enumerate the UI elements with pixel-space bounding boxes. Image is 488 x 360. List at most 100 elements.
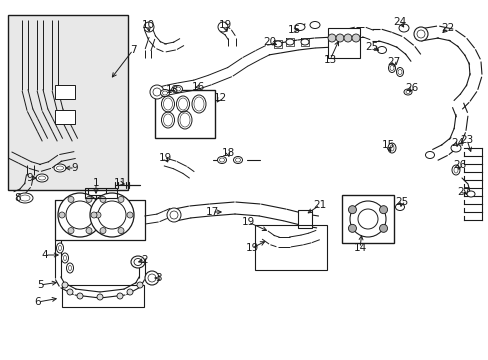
Text: 19: 19	[245, 243, 258, 253]
Circle shape	[327, 34, 335, 42]
Ellipse shape	[395, 203, 404, 211]
Text: 21: 21	[313, 200, 326, 210]
Circle shape	[167, 208, 181, 222]
Text: 19: 19	[218, 20, 231, 30]
Circle shape	[68, 228, 74, 234]
Text: 10: 10	[141, 20, 154, 30]
Circle shape	[413, 27, 427, 41]
Circle shape	[137, 282, 142, 288]
Circle shape	[90, 193, 134, 237]
Circle shape	[348, 206, 356, 214]
Text: 23: 23	[459, 135, 473, 145]
Circle shape	[77, 293, 83, 299]
Circle shape	[86, 228, 92, 234]
Text: 26: 26	[405, 83, 418, 93]
Text: 18: 18	[221, 148, 234, 158]
Ellipse shape	[54, 164, 66, 172]
Text: 20: 20	[263, 37, 276, 47]
Bar	[297, 210, 311, 228]
Circle shape	[127, 289, 133, 295]
Text: 11: 11	[113, 178, 126, 188]
Text: 15: 15	[381, 140, 394, 150]
Ellipse shape	[466, 191, 474, 197]
Ellipse shape	[17, 193, 33, 203]
Ellipse shape	[160, 90, 169, 96]
Circle shape	[91, 212, 97, 218]
Ellipse shape	[398, 24, 408, 32]
Ellipse shape	[217, 157, 226, 163]
Text: 25: 25	[365, 42, 378, 52]
Text: 9: 9	[72, 163, 78, 173]
Bar	[341, 195, 393, 243]
Text: 7: 7	[129, 45, 136, 55]
Circle shape	[67, 289, 73, 295]
Text: 15: 15	[287, 25, 300, 35]
Circle shape	[62, 282, 68, 288]
Circle shape	[348, 224, 356, 232]
Ellipse shape	[387, 63, 395, 72]
Text: 25: 25	[395, 197, 408, 207]
Ellipse shape	[285, 39, 293, 45]
Text: 12: 12	[213, 93, 226, 103]
Text: 9: 9	[27, 173, 33, 183]
Ellipse shape	[61, 253, 68, 263]
Circle shape	[86, 197, 92, 202]
Bar	[55, 110, 75, 124]
Text: 2: 2	[142, 255, 148, 265]
Text: 24: 24	[392, 17, 406, 27]
Bar	[8, 15, 128, 190]
Circle shape	[118, 228, 124, 234]
Text: 5: 5	[37, 280, 43, 290]
Ellipse shape	[403, 89, 411, 95]
Ellipse shape	[450, 144, 460, 152]
Text: 27: 27	[386, 57, 400, 67]
Ellipse shape	[396, 68, 403, 77]
Circle shape	[117, 293, 123, 299]
Ellipse shape	[425, 152, 434, 158]
Bar	[254, 225, 326, 270]
Ellipse shape	[294, 23, 305, 31]
Text: 3: 3	[154, 273, 161, 283]
Text: 8: 8	[15, 193, 21, 203]
Text: 13: 13	[323, 55, 336, 65]
Ellipse shape	[377, 46, 386, 54]
Ellipse shape	[131, 256, 145, 268]
Text: 22: 22	[441, 23, 454, 33]
Circle shape	[97, 294, 103, 300]
Circle shape	[379, 206, 387, 214]
Ellipse shape	[451, 165, 459, 175]
Ellipse shape	[57, 243, 63, 253]
Circle shape	[335, 34, 343, 42]
Circle shape	[100, 197, 106, 202]
Circle shape	[68, 197, 74, 202]
Text: 4: 4	[41, 250, 48, 260]
Circle shape	[100, 228, 106, 234]
Bar	[327, 28, 359, 58]
Bar	[155, 90, 215, 138]
Circle shape	[58, 193, 102, 237]
Circle shape	[143, 22, 154, 32]
Text: 19: 19	[241, 217, 254, 227]
Circle shape	[145, 271, 159, 285]
Ellipse shape	[273, 41, 282, 47]
Text: 19: 19	[158, 153, 171, 163]
Text: 16: 16	[191, 82, 204, 92]
Circle shape	[150, 85, 163, 99]
Bar	[55, 85, 75, 99]
Bar	[62, 285, 143, 307]
Ellipse shape	[387, 143, 395, 153]
Ellipse shape	[36, 174, 48, 182]
Circle shape	[218, 22, 227, 32]
Text: 26: 26	[452, 160, 466, 170]
Text: 14: 14	[353, 243, 366, 253]
Circle shape	[351, 34, 359, 42]
Circle shape	[59, 212, 65, 218]
Circle shape	[127, 212, 133, 218]
Bar	[85, 188, 117, 198]
Ellipse shape	[309, 22, 319, 28]
Circle shape	[118, 197, 124, 202]
Text: 1: 1	[93, 178, 99, 188]
Ellipse shape	[301, 39, 308, 45]
Circle shape	[379, 224, 387, 232]
Text: 17: 17	[205, 207, 218, 217]
